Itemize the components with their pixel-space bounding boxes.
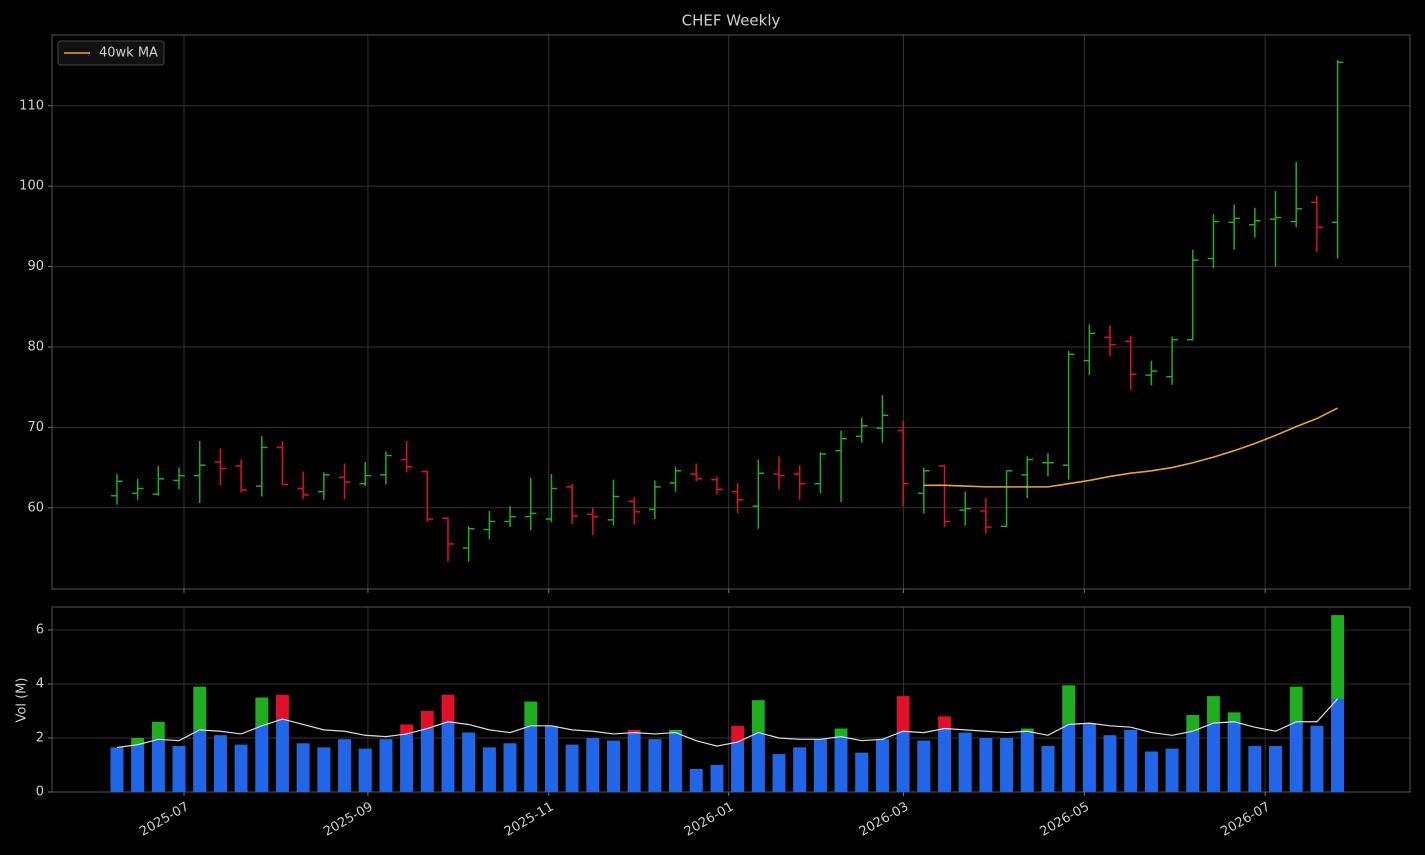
volume-base: [731, 742, 745, 792]
volume-base: [1269, 746, 1282, 792]
volume-base: [855, 752, 869, 792]
ma-line: [923, 407, 1338, 488]
y-tick-label: 90: [27, 259, 44, 274]
volume-base: [1331, 698, 1345, 792]
volume-base: [482, 747, 496, 792]
volume-base: [317, 747, 331, 792]
volume-base: [379, 739, 393, 792]
volume-base: [172, 746, 186, 792]
volume-base: [876, 739, 889, 792]
y-tick-label: 100: [19, 179, 44, 194]
y-tick-label: 2: [36, 730, 44, 745]
volume-base: [296, 743, 310, 792]
volume-base: [938, 728, 951, 792]
volume-base: [193, 729, 207, 792]
volume-base: [441, 721, 455, 792]
y-tick-label: 110: [19, 98, 44, 113]
volume-base: [1165, 748, 1179, 792]
volume-base: [1082, 723, 1096, 792]
y-tick-label: 0: [36, 785, 44, 800]
volume-base: [1144, 751, 1158, 792]
volume-base: [648, 739, 662, 792]
volume-base: [627, 732, 641, 792]
volume-base: [958, 732, 972, 792]
y-tick-label: 60: [27, 500, 44, 515]
chart-title: CHEF Weekly: [682, 12, 781, 30]
volume-base: [793, 747, 807, 792]
volume-base: [917, 740, 931, 792]
volume-base: [151, 739, 165, 792]
volume-base: [131, 744, 145, 792]
volume-base: [834, 736, 848, 792]
y-tick-label: 70: [27, 420, 44, 435]
volume-base: [213, 735, 227, 792]
volume-base: [276, 719, 289, 792]
volume-base: [1227, 721, 1241, 792]
volume-base: [772, 754, 786, 792]
volume-base: [586, 737, 600, 792]
legend-box: [57, 40, 165, 66]
volume-base: [400, 733, 414, 792]
volume-base: [462, 732, 476, 792]
y-tick-label: 6: [36, 622, 44, 637]
volume-base: [813, 739, 827, 792]
volume-base: [110, 747, 124, 792]
volume-base: [1020, 731, 1034, 792]
volume-base: [338, 739, 351, 792]
volume-base: [979, 737, 993, 792]
volume-base: [607, 740, 620, 792]
volume-base: [689, 769, 703, 792]
plot-frame: [51, 34, 1411, 590]
volume-base: [1062, 724, 1076, 792]
volume-ma-line: [116, 698, 1339, 749]
volume-base: [1186, 731, 1200, 792]
volume-base: [565, 744, 579, 792]
volume-base: [358, 748, 372, 792]
volume-base: [524, 725, 538, 792]
volume-base: [1310, 725, 1324, 792]
volume-base: [1124, 729, 1138, 792]
volume-base: [545, 725, 558, 792]
volume-base: [255, 725, 269, 792]
volume-base: [1000, 737, 1013, 792]
y-axis-label: Vol (M): [15, 678, 30, 723]
volume-base: [896, 731, 910, 792]
volume-base: [1207, 723, 1220, 792]
volume-base: [503, 743, 517, 792]
volume-base: [710, 764, 724, 792]
volume-base: [1041, 746, 1055, 792]
legend-label: 40wk MA: [99, 46, 158, 61]
y-tick-label: 4: [36, 676, 44, 691]
plot-frame: [51, 606, 1411, 793]
volume-base: [234, 744, 248, 792]
volume-base: [1289, 721, 1303, 792]
volume-base: [751, 732, 765, 792]
volume-base: [669, 732, 682, 792]
y-tick-label: 80: [27, 339, 44, 354]
volume-base: [1103, 735, 1117, 792]
volume-base: [1248, 746, 1262, 792]
volume-base: [420, 728, 434, 792]
